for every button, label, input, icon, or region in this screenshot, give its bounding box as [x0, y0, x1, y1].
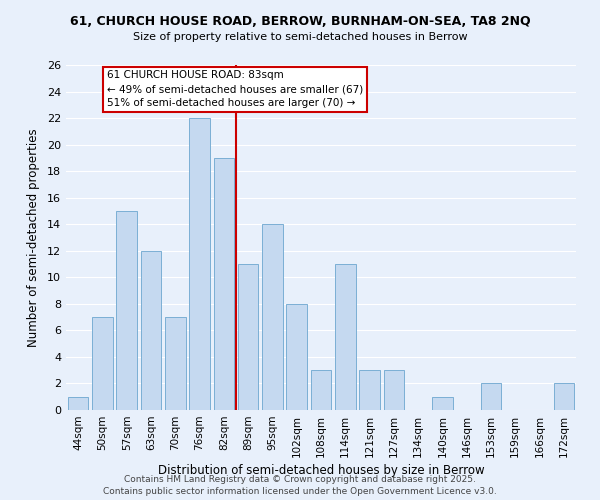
- Bar: [214, 158, 234, 410]
- Bar: [140, 251, 161, 410]
- Bar: [165, 317, 185, 410]
- Bar: [383, 370, 404, 410]
- Bar: [432, 396, 453, 410]
- Text: 61, CHURCH HOUSE ROAD, BERROW, BURNHAM-ON-SEA, TA8 2NQ: 61, CHURCH HOUSE ROAD, BERROW, BURNHAM-O…: [70, 15, 530, 28]
- Bar: [92, 317, 113, 410]
- Text: Size of property relative to semi-detached houses in Berrow: Size of property relative to semi-detach…: [133, 32, 467, 42]
- Bar: [554, 384, 574, 410]
- Bar: [238, 264, 259, 410]
- Bar: [335, 264, 356, 410]
- Bar: [481, 384, 502, 410]
- Bar: [116, 211, 137, 410]
- Bar: [68, 396, 88, 410]
- Bar: [189, 118, 210, 410]
- Text: Contains public sector information licensed under the Open Government Licence v3: Contains public sector information licen…: [103, 488, 497, 496]
- Text: 61 CHURCH HOUSE ROAD: 83sqm
← 49% of semi-detached houses are smaller (67)
51% o: 61 CHURCH HOUSE ROAD: 83sqm ← 49% of sem…: [107, 70, 363, 108]
- X-axis label: Distribution of semi-detached houses by size in Berrow: Distribution of semi-detached houses by …: [158, 464, 484, 477]
- Bar: [286, 304, 307, 410]
- Y-axis label: Number of semi-detached properties: Number of semi-detached properties: [27, 128, 40, 347]
- Bar: [311, 370, 331, 410]
- Bar: [262, 224, 283, 410]
- Bar: [359, 370, 380, 410]
- Text: Contains HM Land Registry data © Crown copyright and database right 2025.: Contains HM Land Registry data © Crown c…: [124, 475, 476, 484]
